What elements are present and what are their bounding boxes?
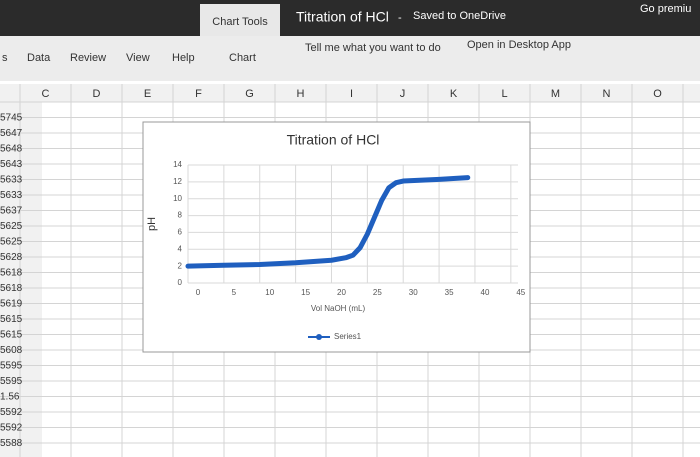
- cell[interactable]: 5615: [0, 330, 23, 341]
- chart-tools[interactable]: Chart Tools: [212, 16, 268, 28]
- column-header[interactable]: C: [42, 88, 50, 100]
- chart-title: Titration of HCl: [287, 132, 380, 148]
- x-tick-label: 0: [196, 288, 201, 297]
- column-header[interactable]: L: [501, 88, 507, 100]
- y-tick-label: 8: [178, 211, 183, 220]
- cell[interactable]: 5592: [0, 423, 23, 434]
- cell[interactable]: 5618: [0, 283, 23, 294]
- ribbon-tab[interactable]: View: [126, 52, 150, 64]
- cell[interactable]: 5619: [0, 299, 23, 310]
- column-header[interactable]: D: [93, 88, 101, 100]
- cell[interactable]: 5633: [0, 175, 23, 186]
- cell[interactable]: 5588: [0, 438, 23, 449]
- cell[interactable]: 5608: [0, 345, 23, 356]
- cell[interactable]: 5595: [0, 376, 23, 387]
- cell[interactable]: 5618: [0, 268, 23, 279]
- chart-tools-tab: [200, 4, 280, 36]
- x-tick-label: 10: [265, 288, 274, 297]
- y-tick-label: 10: [173, 194, 182, 203]
- legend-label: Series1: [334, 332, 362, 341]
- row-header-column: [0, 102, 42, 457]
- cell[interactable]: 5595: [0, 361, 23, 372]
- column-header[interactable]: N: [603, 88, 611, 100]
- cell[interactable]: 5625: [0, 237, 23, 248]
- cell[interactable]: 5637: [0, 206, 23, 217]
- y-tick-label: 12: [173, 177, 182, 186]
- column-header[interactable]: I: [350, 88, 353, 100]
- column-header[interactable]: G: [245, 88, 254, 100]
- y-axis-label: pH: [146, 217, 158, 231]
- y-tick-label: 4: [178, 244, 183, 253]
- cell[interactable]: 5745: [0, 113, 23, 124]
- column-header[interactable]: J: [400, 88, 406, 100]
- cell[interactable]: 5592: [0, 407, 23, 418]
- x-tick-label: 45: [516, 288, 525, 297]
- separator: -: [398, 12, 402, 24]
- x-tick-label: 15: [301, 288, 310, 297]
- ribbon-tab[interactable]: Review: [70, 52, 106, 64]
- cell[interactable]: 5628: [0, 252, 23, 263]
- cell[interactable]: 5643: [0, 159, 23, 170]
- cell[interactable]: 5647: [0, 128, 23, 139]
- column-header[interactable]: K: [450, 88, 458, 100]
- x-tick-label: 30: [409, 288, 418, 297]
- ribbon-tab[interactable]: Help: [172, 52, 195, 64]
- x-tick-label: 35: [445, 288, 454, 297]
- x-tick-label: 40: [481, 288, 490, 297]
- cell[interactable]: 1.56: [0, 392, 20, 403]
- y-tick-label: 2: [178, 261, 183, 270]
- y-tick-label: 14: [173, 160, 182, 169]
- column-header[interactable]: E: [144, 88, 151, 100]
- cell[interactable]: 5633: [0, 190, 23, 201]
- x-axis-label: Vol NaOH (mL): [311, 304, 366, 313]
- column-header[interactable]: H: [297, 88, 305, 100]
- x-tick-label: 20: [337, 288, 346, 297]
- chart-frame[interactable]: [142, 121, 531, 353]
- y-tick-label: 0: [178, 278, 183, 287]
- column-header[interactable]: M: [551, 88, 560, 100]
- ribbon: [0, 36, 700, 81]
- y-tick-label: 6: [178, 228, 183, 237]
- ribbon-tab[interactable]: Chart: [229, 52, 256, 64]
- legend-marker: [316, 334, 322, 340]
- cell[interactable]: 5648: [0, 144, 23, 155]
- open-desktop[interactable]: Open in Desktop App: [467, 39, 571, 51]
- x-tick-label: 5: [232, 288, 237, 297]
- cell[interactable]: 5615: [0, 314, 23, 325]
- column-header[interactable]: O: [653, 88, 662, 100]
- ribbon-tab[interactable]: Data: [27, 52, 51, 64]
- x-tick-label: 25: [373, 288, 382, 297]
- column-header-row: [0, 84, 700, 102]
- go-premium[interactable]: Go premiu: [640, 3, 691, 15]
- series-line: [185, 175, 471, 269]
- title-bar: [0, 0, 700, 36]
- save-status: Saved to OneDrive: [413, 10, 506, 22]
- column-header[interactable]: F: [195, 88, 202, 100]
- ribbon-tab[interactable]: s: [2, 52, 8, 64]
- tell-me[interactable]: Tell me what you want to do: [305, 42, 441, 54]
- cell[interactable]: 5625: [0, 221, 23, 232]
- document-name: Titration of HCl: [296, 9, 389, 25]
